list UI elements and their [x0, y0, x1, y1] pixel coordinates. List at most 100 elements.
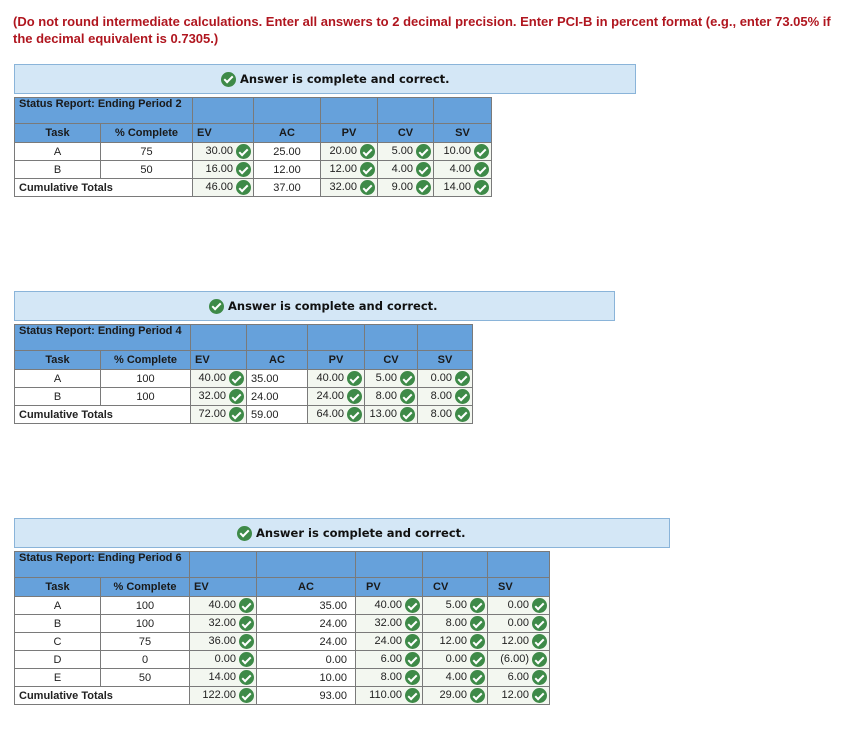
ev-input[interactable]: 0.00	[189, 650, 257, 669]
check-icon	[347, 371, 362, 386]
ev-input[interactable]: 30.00	[192, 142, 254, 161]
task-cell: E	[14, 668, 101, 687]
pv-input[interactable]: 32.00	[355, 614, 423, 633]
sv-total-input[interactable]: 12.00	[487, 686, 550, 705]
check-icon	[229, 371, 244, 386]
cv-input[interactable]: 8.00	[422, 614, 488, 633]
sv-input[interactable]: 12.00	[487, 632, 550, 651]
col-task: Task	[14, 123, 101, 143]
ev-input[interactable]: 14.00	[189, 668, 257, 687]
ac-cell: 0.00	[256, 650, 356, 669]
ev-input[interactable]: 40.00	[190, 369, 247, 388]
sv-input[interactable]: 0.00	[417, 369, 473, 388]
pv-input[interactable]: 24.00	[307, 387, 365, 406]
cv-total-input[interactable]: 13.00	[364, 405, 418, 424]
sv-input[interactable]: (6.00)	[487, 650, 550, 669]
check-icon	[221, 71, 236, 87]
task-cell: B	[14, 387, 101, 406]
col-pct: % Complete	[100, 350, 191, 370]
ev-total-input[interactable]: 46.00	[192, 178, 254, 197]
pv-input[interactable]: 6.00	[355, 650, 423, 669]
check-icon	[474, 144, 489, 159]
pct-cell: 75	[100, 632, 190, 651]
col-pct: % Complete	[100, 577, 190, 597]
check-icon	[470, 652, 485, 667]
check-icon	[239, 616, 254, 631]
sv-total-input[interactable]: 14.00	[433, 178, 492, 197]
ac-total: 93.00	[256, 686, 356, 705]
check-icon	[229, 407, 244, 422]
table-row: C 75 36.00 24.00 24.00 12.00 12.00	[14, 632, 550, 651]
ac-total: 59.00	[246, 405, 308, 424]
pv-input[interactable]: 12.00	[320, 160, 378, 179]
check-icon	[470, 688, 485, 703]
check-icon	[405, 688, 420, 703]
pv-total-input[interactable]: 32.00	[320, 178, 378, 197]
answer-banner-period-2: Answer is complete and correct.	[14, 64, 636, 94]
sv-input[interactable]: 6.00	[487, 668, 550, 687]
cv-input[interactable]: 12.00	[422, 632, 488, 651]
ev-input[interactable]: 16.00	[192, 160, 254, 179]
cv-input[interactable]: 4.00	[377, 160, 434, 179]
cv-input[interactable]: 0.00	[422, 650, 488, 669]
col-pv: PV	[320, 123, 378, 143]
check-icon	[416, 144, 431, 159]
sv-input[interactable]: 8.00	[417, 387, 473, 406]
pv-input[interactable]: 40.00	[307, 369, 365, 388]
totals-label: Cumulative Totals	[14, 178, 193, 197]
table-row: A 75 30.00 25.00 20.00 5.00 10.00	[14, 142, 492, 161]
col-task: Task	[14, 577, 101, 597]
ev-input[interactable]: 32.00	[190, 387, 247, 406]
pv-total-input[interactable]: 64.00	[307, 405, 365, 424]
task-cell: A	[14, 596, 101, 615]
ev-input[interactable]: 36.00	[189, 632, 257, 651]
cv-input[interactable]: 4.00	[422, 668, 488, 687]
sv-total-input[interactable]: 8.00	[417, 405, 473, 424]
sv-input[interactable]: 10.00	[433, 142, 492, 161]
col-cv: CV	[377, 123, 434, 143]
pv-input[interactable]: 40.00	[355, 596, 423, 615]
check-icon	[455, 371, 470, 386]
cv-total-input[interactable]: 29.00	[422, 686, 488, 705]
col-ev: EV	[190, 350, 247, 370]
col-pv: PV	[307, 350, 365, 370]
check-icon	[239, 652, 254, 667]
col-ac: AC	[256, 577, 356, 597]
cv-input[interactable]: 5.00	[377, 142, 434, 161]
sv-input[interactable]: 0.00	[487, 596, 550, 615]
ev-total-input[interactable]: 122.00	[189, 686, 257, 705]
pv-input[interactable]: 24.00	[355, 632, 423, 651]
pv-input[interactable]: 20.00	[320, 142, 378, 161]
table-row: A 100 40.00 35.00 40.00 5.00 0.00	[14, 596, 550, 615]
cv-input[interactable]: 8.00	[364, 387, 418, 406]
instructions-text: (Do not round intermediate calculations.…	[13, 14, 831, 46]
check-icon	[532, 652, 547, 667]
cv-input[interactable]: 5.00	[422, 596, 488, 615]
ev-input[interactable]: 40.00	[189, 596, 257, 615]
cv-input[interactable]: 5.00	[364, 369, 418, 388]
report-title: Status Report: Ending Period 6	[14, 551, 190, 578]
cv-total-input[interactable]: 9.00	[377, 178, 434, 197]
pv-total-input[interactable]: 110.00	[355, 686, 423, 705]
check-icon	[347, 389, 362, 404]
col-sv: SV	[433, 123, 492, 143]
banner-text: Answer is complete and correct.	[256, 526, 466, 540]
col-cv: CV	[364, 350, 418, 370]
pv-input[interactable]: 8.00	[355, 668, 423, 687]
totals-label: Cumulative Totals	[14, 686, 190, 705]
ev-total-input[interactable]: 72.00	[190, 405, 247, 424]
pct-cell: 100	[100, 596, 190, 615]
sv-input[interactable]: 4.00	[433, 160, 492, 179]
task-cell: B	[14, 614, 101, 633]
col-pct: % Complete	[100, 123, 193, 143]
ac-cell: 12.00	[253, 160, 321, 179]
sv-input[interactable]: 0.00	[487, 614, 550, 633]
ac-cell: 24.00	[256, 614, 356, 633]
col-ac: AC	[253, 123, 321, 143]
check-icon	[400, 371, 415, 386]
ac-cell: 35.00	[246, 369, 308, 388]
pct-cell: 50	[100, 668, 190, 687]
ev-input[interactable]: 32.00	[189, 614, 257, 633]
status-report-period-4: Status Report: Ending Period 4 Task % Co…	[14, 324, 473, 424]
report-title: Status Report: Ending Period 4	[14, 324, 191, 351]
